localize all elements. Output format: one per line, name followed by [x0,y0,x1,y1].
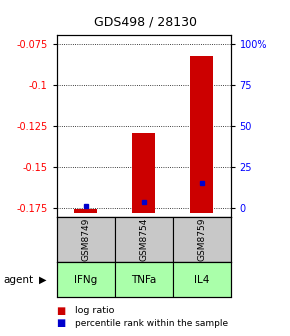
Text: GSM8759: GSM8759 [197,218,206,261]
Bar [132,133,155,213]
Bar [173,262,231,297]
Bar [190,56,213,213]
Bar [57,262,115,297]
Bar [57,217,115,262]
Bar [74,209,97,213]
Text: agent: agent [3,275,33,285]
Text: GDS498 / 28130: GDS498 / 28130 [93,15,197,28]
Text: ▶: ▶ [39,275,47,285]
Text: GSM8749: GSM8749 [81,218,90,261]
Text: percentile rank within the sample: percentile rank within the sample [75,319,229,328]
Bar [173,217,231,262]
Bar [115,217,173,262]
Text: IL4: IL4 [194,275,209,285]
Text: IFNg: IFNg [74,275,97,285]
Text: log ratio: log ratio [75,306,115,315]
Text: TNFa: TNFa [131,275,156,285]
Text: ■: ■ [57,318,66,328]
Text: GSM8754: GSM8754 [139,218,148,261]
Text: ■: ■ [57,306,66,316]
Bar [115,262,173,297]
